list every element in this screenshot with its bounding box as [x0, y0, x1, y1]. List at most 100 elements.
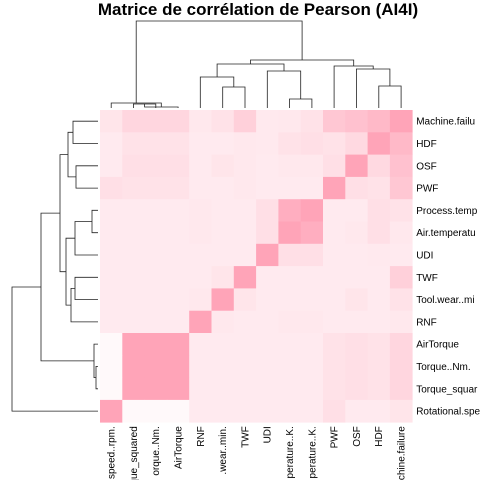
- heatmap-cell-r0-c9: [300, 110, 324, 133]
- heatmap-cell-r11-c7: [256, 355, 279, 378]
- row-dendrogram-branch: [40, 212, 94, 362]
- heatmap-cell-r8-c3: [166, 288, 190, 312]
- row-dendrogram-branch: [75, 165, 98, 189]
- heatmap-cell-r8-c6: [233, 288, 257, 312]
- heatmap-cell-r10-c3: [166, 333, 190, 356]
- column-dendrogram-branch: [222, 86, 246, 108]
- heatmap-cell-r13-c8: [278, 399, 302, 423]
- heatmap-cell-r3-c8: [278, 176, 302, 200]
- row-dendrogram: [11, 120, 98, 412]
- column-dendrogram-branch: [289, 98, 313, 108]
- heatmap-cell-r11-c4: [189, 355, 212, 378]
- heatmap-cell-r8-c8: [278, 288, 302, 312]
- heatmap-cell-r2-c9: [300, 154, 324, 178]
- row-label: Tool.wear..mi: [416, 295, 474, 306]
- heatmap-cell-r6-c5: [211, 243, 235, 267]
- column-dendrogram-branch: [216, 63, 285, 77]
- row-label: OSF: [416, 161, 437, 172]
- heatmap-cell-r11-c6: [233, 355, 257, 378]
- heatmap-cell-r8-c2: [144, 288, 168, 312]
- heatmap-cell-r12-c2: [144, 377, 168, 401]
- heatmap-cell-r4-c13: [389, 199, 413, 222]
- row-label: Air.temperatu: [416, 228, 475, 239]
- heatmap-cell-r9-c8: [278, 310, 302, 334]
- heatmap-cell-r9-c0: [100, 310, 123, 334]
- heatmap-cell-r6-c9: [300, 243, 324, 267]
- row-label: PWF: [416, 184, 438, 195]
- heatmap-cell-r10-c2: [144, 333, 168, 356]
- heatmap-cell-r7-c7: [256, 266, 279, 289]
- heatmap-cell-r13-c3: [166, 399, 190, 423]
- heatmap-cell-r1-c4: [189, 132, 212, 155]
- heatmap-cell-r8-c1: [122, 288, 145, 312]
- column-dendrogram: [110, 20, 402, 108]
- heatmap-cell-r1-c6: [233, 132, 257, 155]
- heatmap-cell-r13-c0: [100, 399, 123, 423]
- heatmap-cell-r7-c3: [166, 266, 190, 289]
- heatmap-cell-r0-c8: [278, 110, 302, 133]
- heatmap-cell-r6-c13: [389, 243, 413, 267]
- heatmap-cell-r0-c2: [144, 110, 168, 133]
- row-label: Machine.failu: [416, 117, 475, 128]
- heatmap-cell-r0-c11: [345, 110, 368, 133]
- heatmap-cell-r0-c7: [256, 110, 279, 133]
- heatmap-cell-r6-c0: [100, 243, 123, 267]
- heatmap-cell-r10-c4: [189, 333, 212, 356]
- heatmap-cell-r11-c9: [300, 355, 324, 378]
- row-dendrogram-branch: [95, 366, 98, 390]
- column-labels: speed..rpm. rque_squared orque..Nm. AirTorq…: [107, 426, 408, 480]
- heatmap-cell-r5-c6: [233, 221, 257, 245]
- column-dendrogram-branch: [135, 20, 303, 103]
- heatmap-cell-r12-c5: [211, 377, 235, 401]
- heatmap-cell-r9-c3: [166, 310, 190, 334]
- heatmap-cell-r3-c6: [233, 176, 257, 200]
- heatmap-cell-r9-c5: [211, 310, 235, 334]
- heatmap-cell-r13-c7: [256, 399, 279, 423]
- heatmap-cell-r1-c10: [323, 132, 346, 155]
- heatmap-cell-r10-c7: [256, 333, 279, 356]
- heatmap-cell-r13-c6: [233, 399, 257, 423]
- heatmap-cell-r11-c12: [367, 355, 391, 378]
- heatmap-cell-r12-c0: [100, 377, 123, 401]
- column-label: .wear..min.: [218, 426, 229, 474]
- heatmap-cell-r4-c12: [367, 199, 391, 222]
- heatmap-cell-r8-c0: [100, 288, 123, 312]
- heatmap-cell-r2-c5: [211, 154, 235, 178]
- heatmap-cell-r12-c6: [233, 377, 257, 401]
- heatmap-cell-r2-c2: [144, 154, 168, 178]
- chart-title: Matrice de corrélation de Pearson (AI4I): [98, 0, 418, 19]
- column-label: rque_squared: [129, 426, 140, 480]
- heatmap-cell-r10-c10: [323, 333, 346, 356]
- heatmap-cell-r5-c10: [323, 221, 346, 245]
- heatmap-cell-r3-c1: [122, 176, 145, 200]
- heatmap-cell-r3-c13: [389, 176, 413, 200]
- heatmap-cell-r6-c11: [345, 243, 368, 267]
- heatmap-cell-r0-c3: [166, 110, 190, 133]
- heatmap-cell-r12-c3: [166, 377, 190, 401]
- heatmap-cell-r3-c4: [189, 176, 212, 200]
- heatmap-cell-r7-c6: [233, 266, 257, 289]
- heatmap-cell-r6-c7: [256, 243, 279, 267]
- column-label: perature..K.: [285, 426, 296, 478]
- column-label: OSF: [352, 426, 363, 447]
- heatmap-cell-r4-c1: [122, 199, 145, 222]
- heatmap-cell-r12-c4: [189, 377, 212, 401]
- heatmap-cell-r6-c1: [122, 243, 145, 267]
- heatmap-cell-r1-c8: [278, 132, 302, 155]
- heatmap-cell-r2-c10: [323, 154, 346, 178]
- heatmap-cell-r2-c12: [367, 154, 391, 178]
- row-dendrogram-branch: [59, 154, 68, 273]
- heatmap-cell-r12-c10: [323, 377, 346, 401]
- heatmap-cell-r5-c7: [256, 221, 279, 245]
- heatmap-cell-r10-c1: [122, 333, 145, 356]
- heatmap-cell-r2-c8: [278, 154, 302, 178]
- heatmap-cell-r12-c9: [300, 377, 324, 401]
- heatmap-cell-r11-c3: [166, 355, 190, 378]
- row-label: RNF: [416, 317, 437, 328]
- heatmap-cell-r3-c10: [323, 176, 346, 200]
- heatmap-cell-r4-c3: [166, 199, 190, 222]
- column-label: UDI: [263, 426, 274, 443]
- heatmap-cell-r7-c13: [389, 266, 413, 289]
